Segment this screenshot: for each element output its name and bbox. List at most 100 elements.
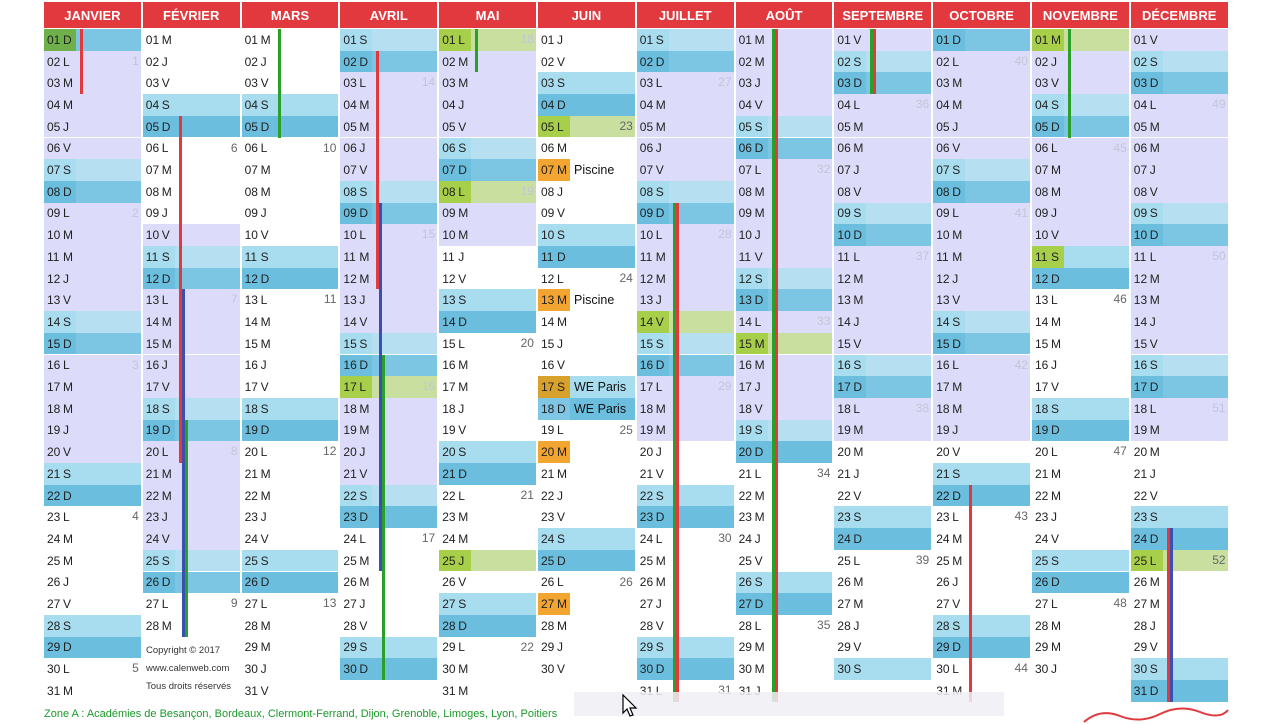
day-cell[interactable]: 07 M: [142, 159, 240, 181]
day-cell[interactable]: 13 S: [439, 289, 536, 312]
day-cell[interactable]: 26 M: [636, 571, 734, 594]
day-cell[interactable]: 21 M: [241, 463, 339, 485]
day-cell[interactable]: 04 S: [1032, 94, 1129, 116]
day-cell[interactable]: 08 D: [44, 180, 141, 203]
day-cell[interactable]: 02 S: [834, 50, 932, 73]
day-cell[interactable]: 30 L 5: [44, 658, 141, 680]
day-cell[interactable]: 24 V: [241, 528, 339, 550]
day-cell[interactable]: 06 D: [735, 137, 833, 160]
day-cell[interactable]: 22 D: [44, 484, 141, 507]
day-cell[interactable]: 31 M: [439, 680, 536, 702]
day-cell[interactable]: 06 V: [933, 137, 1030, 160]
day-cell[interactable]: 21 V: [636, 463, 734, 485]
day-cell[interactable]: 16 D: [636, 354, 734, 377]
day-cell[interactable]: 19 M: [340, 419, 438, 442]
day-cell[interactable]: 17 V: [241, 376, 339, 398]
day-cell[interactable]: 03 D: [834, 72, 932, 95]
day-cell[interactable]: 12 M: [636, 267, 734, 290]
day-cell[interactable]: 12 M: [1130, 267, 1228, 290]
day-cell[interactable]: 22 V: [834, 484, 932, 507]
day-cell[interactable]: 28 M: [142, 614, 240, 637]
day-cell[interactable]: 24 L 17: [340, 528, 438, 550]
day-cell[interactable]: 22 D: [933, 484, 1030, 507]
day-cell[interactable]: 06 L 10: [241, 137, 339, 160]
day-cell[interactable]: 19 M: [1130, 419, 1228, 442]
day-cell[interactable]: 01 D: [44, 29, 141, 51]
day-cell[interactable]: 07 M: [1032, 159, 1129, 181]
day-cell[interactable]: 24 M: [44, 528, 141, 550]
day-cell[interactable]: 08 D: [933, 180, 1030, 203]
day-cell[interactable]: 01 S: [636, 29, 734, 51]
day-cell[interactable]: 14 M: [142, 311, 240, 333]
day-cell[interactable]: 31 D: [1130, 680, 1228, 702]
day-cell[interactable]: 26 M: [1130, 571, 1228, 594]
day-cell[interactable]: 27 L 9: [142, 593, 240, 615]
day-cell[interactable]: 15 V: [1130, 332, 1228, 355]
day-cell[interactable]: 28 L 35: [735, 614, 833, 637]
day-cell[interactable]: 27 V: [44, 593, 141, 615]
day-cell[interactable]: 01 V: [834, 29, 932, 51]
day-cell[interactable]: 10 D: [1130, 224, 1228, 246]
day-cell[interactable]: 19 J: [933, 419, 1030, 442]
day-cell[interactable]: 07 J: [834, 159, 932, 181]
day-cell[interactable]: 15 M: [241, 332, 339, 355]
day-cell[interactable]: 11 S: [1032, 246, 1129, 268]
day-cell[interactable]: 24 M: [439, 528, 536, 550]
day-cell[interactable]: 25 M: [933, 549, 1030, 572]
day-cell[interactable]: 05 D: [241, 115, 339, 138]
day-cell[interactable]: 25 L 52: [1130, 549, 1228, 572]
day-cell[interactable]: 13 D: [735, 289, 833, 312]
day-cell[interactable]: 27 V: [933, 593, 1030, 615]
day-cell[interactable]: 16 L 42: [933, 354, 1030, 377]
day-cell[interactable]: 10 J: [735, 224, 833, 246]
day-cell[interactable]: 05 S: [735, 115, 833, 138]
day-cell[interactable]: 06 L 45: [1032, 137, 1129, 160]
day-cell[interactable]: 23 L 4: [44, 506, 141, 529]
day-cell[interactable]: 03 V: [142, 72, 240, 95]
day-cell[interactable]: 09 D: [636, 202, 734, 225]
day-cell[interactable]: 16 J: [142, 354, 240, 377]
day-cell[interactable]: 21 V: [340, 463, 438, 485]
day-cell[interactable]: 12 L 24: [538, 267, 635, 290]
day-cell[interactable]: 13 J: [340, 289, 438, 312]
day-cell[interactable]: 23 M: [439, 506, 536, 529]
day-cell[interactable]: 27 M: [538, 593, 635, 615]
day-cell[interactable]: 20 V: [44, 441, 141, 463]
day-cell[interactable]: 20 L 47: [1032, 441, 1129, 463]
day-cell[interactable]: 17 V: [1032, 376, 1129, 398]
day-cell[interactable]: 25 M: [636, 549, 734, 572]
day-cell[interactable]: 18 D WE Paris: [538, 397, 635, 420]
day-cell[interactable]: 15 S: [340, 332, 438, 355]
day-cell[interactable]: 25 D: [538, 549, 635, 572]
day-cell[interactable]: 24 D: [1130, 528, 1228, 550]
day-cell[interactable]: 12 S: [735, 267, 833, 290]
day-cell[interactable]: 17 L 29: [636, 376, 734, 398]
day-cell[interactable]: 23 M: [735, 506, 833, 529]
day-cell[interactable]: 16 D: [340, 354, 438, 377]
day-cell[interactable]: 14 V: [340, 311, 438, 333]
day-cell[interactable]: 23 J: [241, 506, 339, 529]
day-cell[interactable]: 23 S: [834, 506, 932, 529]
day-cell[interactable]: 18 M: [636, 397, 734, 420]
day-cell[interactable]: 28 S: [933, 614, 1030, 637]
day-cell[interactable]: 30 V: [538, 658, 635, 680]
day-cell[interactable]: 27 L 48: [1032, 593, 1129, 615]
day-cell[interactable]: 14 J: [834, 311, 932, 333]
day-cell[interactable]: 26 J: [933, 571, 1030, 594]
day-cell[interactable]: 12 J: [933, 267, 1030, 290]
day-cell[interactable]: 04 M: [340, 94, 438, 116]
day-cell[interactable]: 23 D: [636, 506, 734, 529]
day-cell[interactable]: 12 D: [1032, 267, 1129, 290]
day-cell[interactable]: 10 D: [834, 224, 932, 246]
day-cell[interactable]: 13 M: [1130, 289, 1228, 312]
day-cell[interactable]: 21 S: [933, 463, 1030, 485]
day-cell[interactable]: 09 S: [1130, 202, 1228, 225]
day-cell[interactable]: 27 L 13: [241, 593, 339, 615]
day-cell[interactable]: 15 M: [142, 332, 240, 355]
day-cell[interactable]: 21 M: [538, 463, 635, 485]
day-cell[interactable]: 14 J: [1130, 311, 1228, 333]
day-cell[interactable]: 11 M: [44, 246, 141, 268]
day-cell[interactable]: 04 M: [933, 94, 1030, 116]
day-cell[interactable]: 26 V: [439, 571, 536, 594]
day-cell[interactable]: 26 S: [735, 571, 833, 594]
